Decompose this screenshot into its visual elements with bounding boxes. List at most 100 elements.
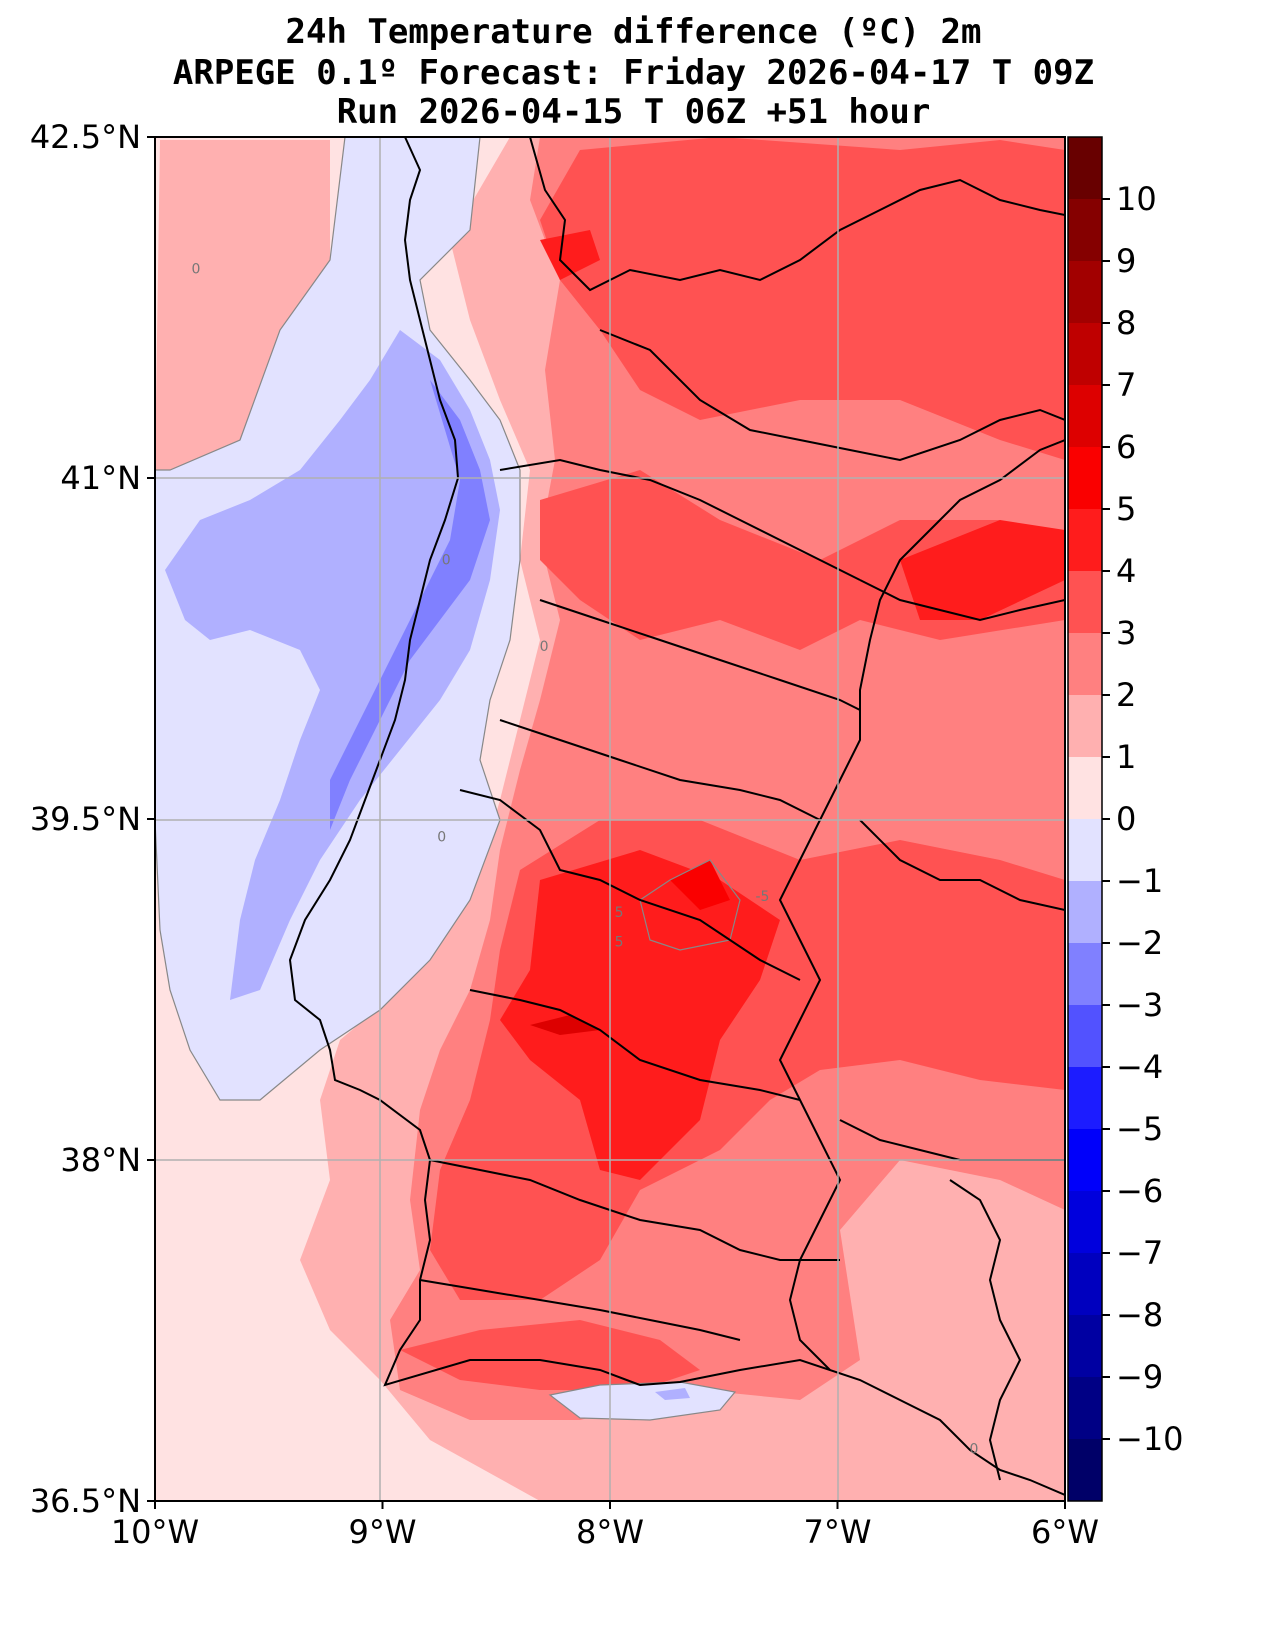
- field-band-neg2-neg1-gulf: [655, 1388, 690, 1400]
- field-band-4-5-south: [500, 850, 780, 1180]
- contour-label: 0: [442, 552, 451, 568]
- contour-label: -5: [755, 889, 769, 905]
- colorbar-tick-label: 9: [1116, 242, 1136, 280]
- border-district-2: [499, 458, 861, 581]
- field-band-4-5-east: [900, 520, 1065, 620]
- colorbar-tick-label: −5: [1116, 1110, 1163, 1148]
- colorbar-segment: [1068, 1067, 1102, 1129]
- zero-contour-coast: [155, 137, 521, 1101]
- field-band-neg3-neg2: [330, 380, 490, 830]
- border-district-10: [859, 819, 1065, 911]
- colorbar-tick-label: 7: [1116, 366, 1136, 404]
- colorbar-segment: [1068, 509, 1102, 571]
- map-title-line-3: Run 2026-04-15 T 06Z +51 hour: [336, 92, 931, 132]
- colorbar-tick-label: 4: [1116, 552, 1136, 590]
- x-tick-label: 9°W: [349, 1513, 417, 1551]
- contour-label: 0: [970, 1441, 979, 1457]
- y-tick-label: 41°N: [60, 459, 141, 497]
- colorbar-segment: [1068, 385, 1102, 447]
- field-band-neg1-0-gulf: [550, 1382, 735, 1420]
- borders: [288, 137, 1065, 1496]
- colorbar-segment: [1068, 943, 1102, 1005]
- colorbar-tick-label: 10: [1116, 180, 1157, 218]
- colorbar-tick-label: 8: [1116, 304, 1136, 342]
- colorbar-segment: [1068, 757, 1102, 819]
- colorbar-segment: [1068, 199, 1102, 261]
- zero-contours: [155, 137, 741, 1421]
- colorbar-segment: [1068, 819, 1102, 881]
- x-tick-label: 6°W: [1031, 1513, 1099, 1551]
- border-district-4: [499, 719, 821, 821]
- colorbar-tick-label: 5: [1116, 490, 1136, 528]
- contour-label: 5: [615, 934, 624, 950]
- colorbar-segment: [1068, 137, 1102, 199]
- colorbar-tick-label: −7: [1116, 1234, 1163, 1272]
- colorbar-tick-label: −6: [1116, 1172, 1163, 1210]
- colorbar-segment: [1068, 1377, 1102, 1439]
- colorbar-tick-label: −9: [1116, 1358, 1163, 1396]
- colorbar-tick-label: −4: [1116, 1048, 1163, 1086]
- five-contour: [639, 859, 741, 951]
- x-tick-label: 8°W: [576, 1513, 644, 1551]
- colorbar-tick-label: −1: [1116, 862, 1163, 900]
- colorbar-segment: [1068, 571, 1102, 633]
- x-axis-ticks: 10°W 9°W 8°W 7°W 6°W: [111, 1501, 1099, 1551]
- field-band-1-2-west: [155, 140, 330, 470]
- colorbar-segment: [1068, 261, 1102, 323]
- y-tick-label: 42.5°N: [30, 118, 141, 156]
- field-band-5-6-south: [530, 1015, 600, 1035]
- field-band-3-4-algarve: [400, 1320, 700, 1390]
- colorbar-segment: [1068, 1005, 1102, 1067]
- border-district-8: [419, 1279, 741, 1341]
- map-title-line-1: 24h Temperature difference (ºC) 2m: [285, 12, 982, 52]
- colorbar-segment: [1068, 447, 1102, 509]
- colorbar-tick-label: 6: [1116, 428, 1136, 466]
- border-district-9: [859, 579, 1065, 622]
- colorbar-segment: [1068, 881, 1102, 943]
- colorbar-segment: [1068, 1315, 1102, 1377]
- contour-label: 0: [437, 830, 446, 846]
- map-title-line-2: ARPEGE 0.1º Forecast: Friday 2026-04-17 …: [172, 53, 1095, 93]
- border-district-12: [949, 1179, 1022, 1481]
- y-tick-label: 39.5°N: [30, 800, 141, 838]
- colorbar-tick-label: −3: [1116, 986, 1163, 1024]
- zero-contour-gulf: [548, 1381, 737, 1421]
- colorbar-tick-label: −2: [1116, 924, 1163, 962]
- colorbar-tick-label: 2: [1116, 676, 1136, 714]
- zero-contour-main: [155, 137, 346, 471]
- field-band-4-5-north: [540, 230, 600, 280]
- colorbar-tick-label: −10: [1116, 1420, 1184, 1458]
- colorbar-tick-label: 3: [1116, 614, 1136, 652]
- colorbar-segment: [1068, 1129, 1102, 1191]
- contour-label: 0: [191, 261, 200, 277]
- colorbar-segment: [1068, 323, 1102, 385]
- contour-label: 5: [615, 905, 624, 921]
- coastline: [288, 137, 1065, 1496]
- border-district-5: [459, 789, 801, 981]
- contour-label: 0: [540, 639, 549, 655]
- field-band-neg2-neg1: [165, 330, 500, 1000]
- y-axis-ticks: 42.5°N 41°N 39.5°N 38°N 36.5°N: [30, 118, 155, 1520]
- y-tick-label: 38°N: [60, 1141, 141, 1179]
- colorbar-segment: [1068, 1191, 1102, 1253]
- x-tick-label: 7°W: [804, 1513, 872, 1551]
- colorbar-tick-label: 1: [1116, 738, 1136, 776]
- contour-labels: 0 0 0 0 5 5 -5 0: [191, 261, 978, 1457]
- border-district-7: [429, 1159, 840, 1261]
- colorbar-segment: [1068, 1253, 1102, 1315]
- gridlines: [155, 137, 1065, 1501]
- border-district-6: [469, 989, 801, 1101]
- colorbar-segment: [1068, 695, 1102, 757]
- field-band-3-4-north: [540, 137, 1065, 460]
- border-district-1: [599, 329, 1065, 462]
- colorbar-tick-label: −8: [1116, 1296, 1163, 1334]
- border-spain: [778, 439, 1065, 1371]
- y-tick-label: 36.5°N: [30, 1482, 141, 1520]
- x-tick-label: 10°W: [111, 1513, 199, 1551]
- colorbar-segment: [1068, 1439, 1102, 1501]
- border-district-3: [539, 599, 861, 711]
- colorbar-segment: [1068, 633, 1102, 695]
- border-north: [529, 137, 1065, 292]
